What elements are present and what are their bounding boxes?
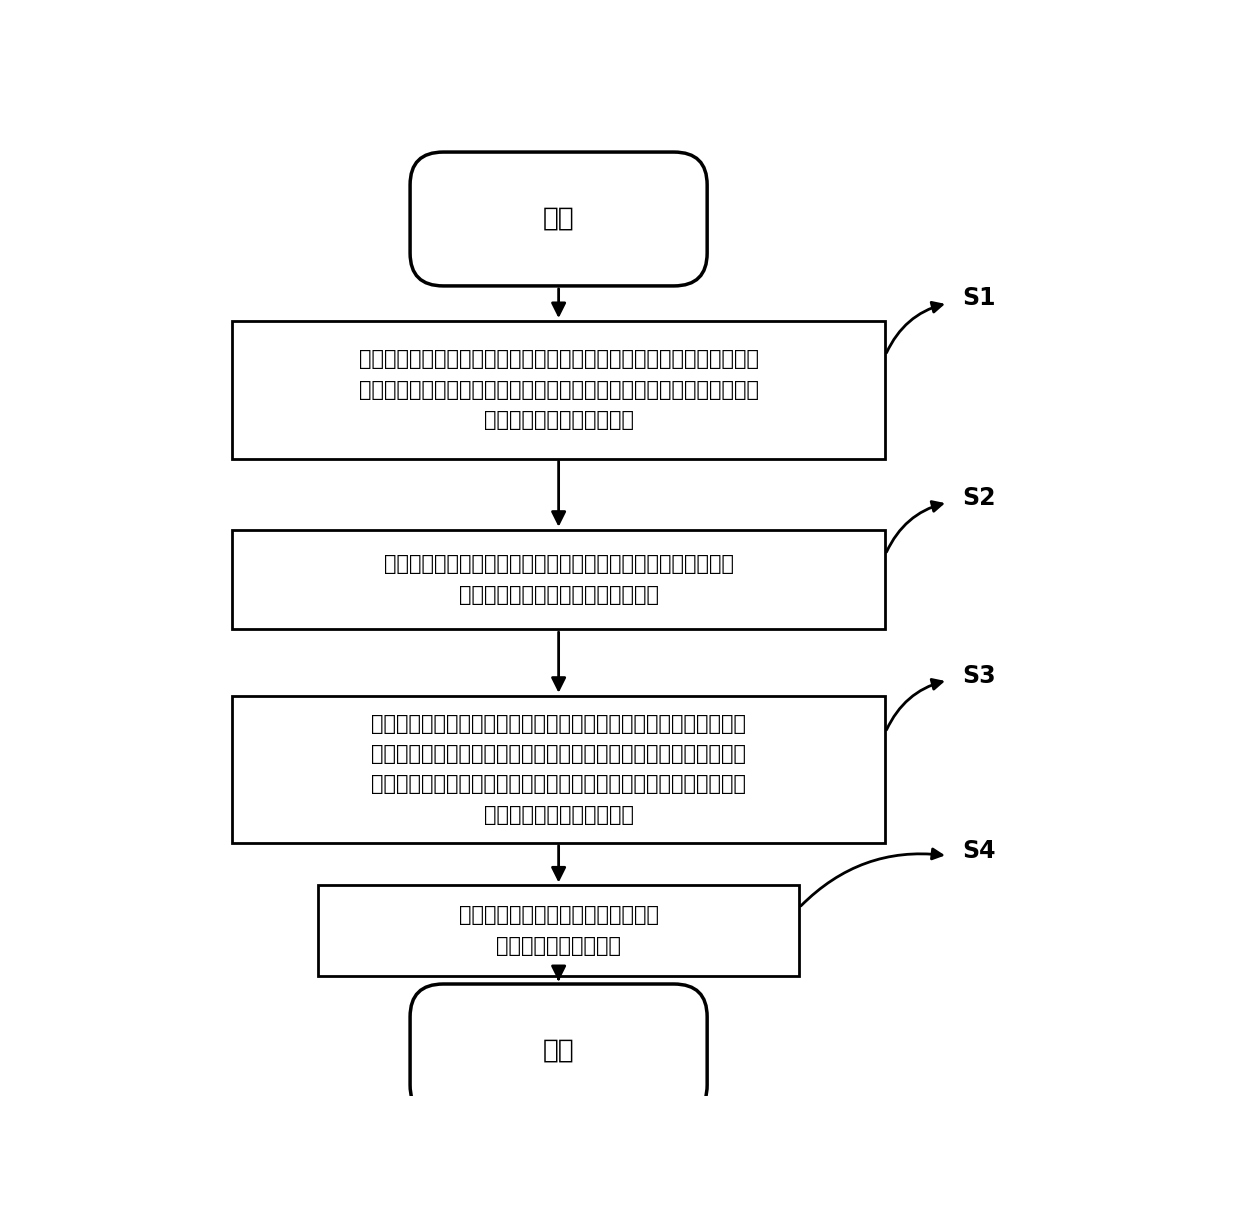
Text: S3: S3: [962, 664, 996, 687]
FancyArrowPatch shape: [887, 501, 942, 552]
Text: 通过分割标签分别计算同一三维模型下的三角面片到与标签不同的三
角面片的测地距离，在利用激活函数得到权重能量分布，计算获取每
个三角面片的软标签，将所有三维模型下: 通过分割标签分别计算同一三维模型下的三角面片到与标签不同的三 角面片的测地距离，…: [371, 713, 746, 824]
Text: 提供若干个三维模型及其分割标签，将分割为分割成个小块，构成小块集
合，随机选取每个小块上的一个三角面片代表小块，通过分割标签确定每
个三角面片对应的分割标签: 提供若干个三维模型及其分割标签，将分割为分割成个小块，构成小块集 合，随机选取每…: [358, 350, 759, 430]
Text: 结束: 结束: [543, 1037, 574, 1064]
Text: 提取每个三角面片的特征向量，将所有三角面片的特征向量组成
集合以作为深度神经网络训练的输入: 提取每个三角面片的特征向量，将所有三角面片的特征向量组成 集合以作为深度神经网络…: [383, 554, 734, 605]
FancyArrowPatch shape: [801, 849, 942, 906]
FancyArrowPatch shape: [887, 679, 942, 729]
Text: 开始: 开始: [543, 206, 574, 232]
FancyBboxPatch shape: [232, 322, 885, 458]
Text: S1: S1: [962, 286, 996, 310]
FancyBboxPatch shape: [410, 984, 707, 1117]
Text: 用上述输入和输出训练一个带有随机
失活层的深度神经网络: 用上述输入和输出训练一个带有随机 失活层的深度神经网络: [459, 906, 658, 956]
FancyBboxPatch shape: [410, 152, 707, 286]
FancyBboxPatch shape: [232, 530, 885, 630]
Text: S4: S4: [962, 839, 996, 864]
Text: S2: S2: [962, 485, 996, 510]
FancyBboxPatch shape: [232, 696, 885, 843]
FancyBboxPatch shape: [319, 886, 799, 976]
FancyArrowPatch shape: [887, 302, 942, 352]
